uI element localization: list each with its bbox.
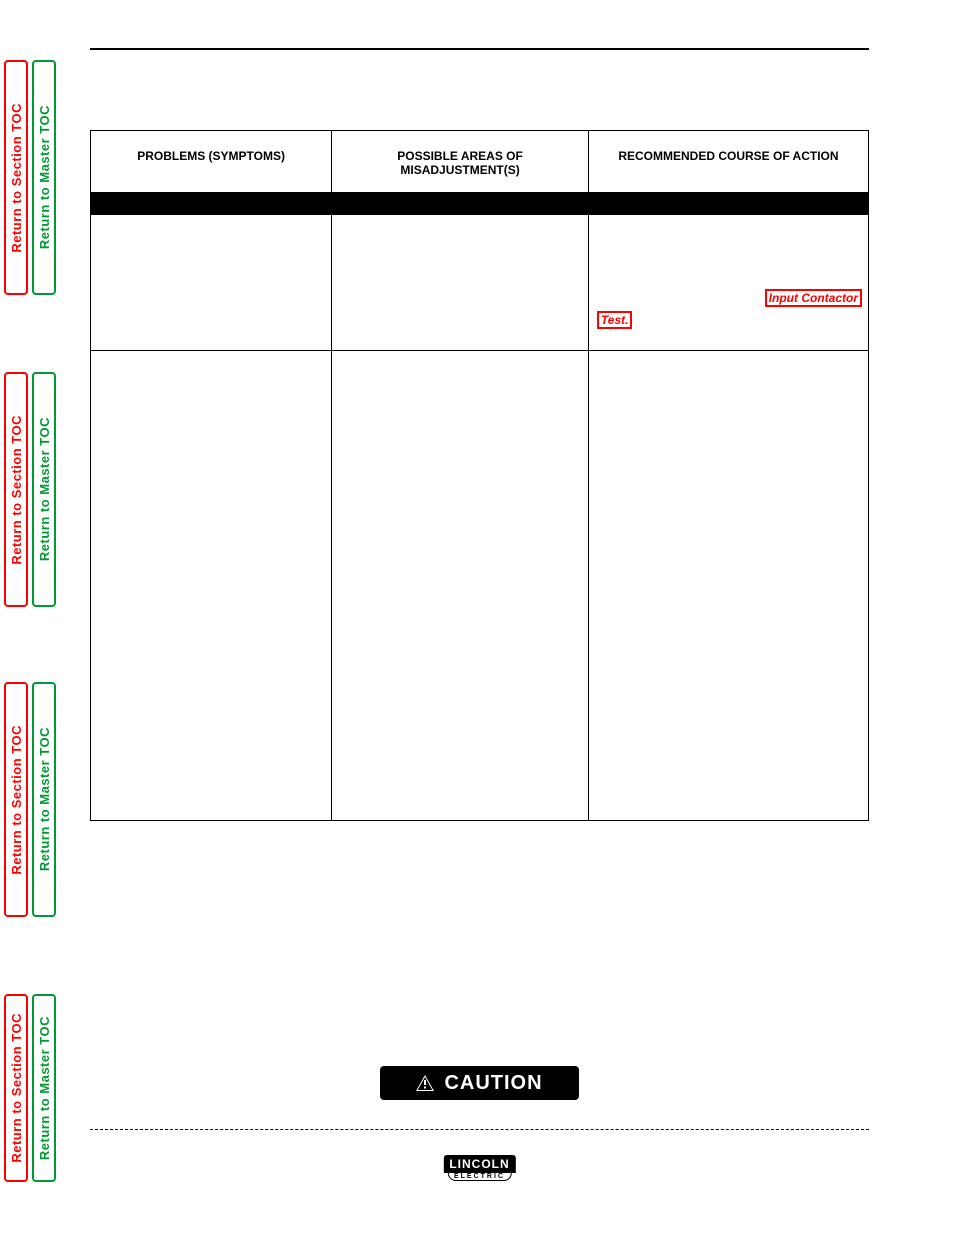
tab-master-3[interactable]: Return to Master TOC (32, 682, 56, 917)
caution-banner-wrap: CAUTION (90, 1066, 869, 1100)
brand-logo: LINCOLN ELECTRIC (443, 1155, 515, 1181)
tab-section-2[interactable]: Return to Section TOC (4, 372, 28, 607)
caution-label: CAUTION (444, 1072, 542, 1095)
header-recommended-label: RECOMMENDED COURSE OF ACTION (618, 149, 838, 163)
table-row: Input Contactor Test. (91, 215, 869, 351)
tab-master-label: Return to Master TOC (37, 417, 52, 561)
tab-section-label: Return to Section TOC (9, 103, 24, 253)
tab-section-label: Return to Section TOC (9, 415, 24, 565)
tab-section-1[interactable]: Return to Section TOC (4, 60, 28, 295)
header-recommended: RECOMMENDED COURSE OF ACTION (588, 131, 868, 193)
caution-banner: CAUTION (380, 1066, 578, 1100)
tab-section-3[interactable]: Return to Section TOC (4, 682, 28, 917)
tab-master-2[interactable]: Return to Master TOC (32, 372, 56, 607)
tab-master-4[interactable]: Return to Master TOC (32, 994, 56, 1182)
table-header-row: PROBLEMS (SYMPTOMS) POSSIBLE AREAS OF MI… (91, 131, 869, 193)
brand-logo-top: LINCOLN (443, 1155, 515, 1173)
category-band (91, 193, 869, 215)
cell-recommended (588, 351, 868, 821)
tab-master-label: Return to Master TOC (37, 727, 52, 871)
cell-recommended: Input Contactor Test. (588, 215, 868, 351)
tab-section-label: Return to Section TOC (9, 725, 24, 875)
tab-master-label: Return to Master TOC (37, 105, 52, 249)
dashed-divider (90, 1129, 869, 1130)
cell-possible (332, 351, 589, 821)
header-possible-label: POSSIBLE AREAS OF MISADJUSTMENT(S) (397, 149, 523, 177)
header-problems-label: PROBLEMS (SYMPTOMS) (137, 149, 285, 163)
category-band-cell (91, 193, 869, 215)
header-problems: PROBLEMS (SYMPTOMS) (91, 131, 332, 193)
table-row (91, 351, 869, 821)
header-possible: POSSIBLE AREAS OF MISADJUSTMENT(S) (332, 131, 589, 193)
brand-logo-bottom: ELECTRIC (447, 1172, 511, 1181)
warning-icon (416, 1075, 434, 1091)
cell-problems (91, 215, 332, 351)
tab-section-4[interactable]: Return to Section TOC (4, 994, 28, 1182)
link-input-contactor[interactable]: Input Contactor (765, 289, 862, 307)
cell-problems (91, 351, 332, 821)
troubleshooting-table: PROBLEMS (SYMPTOMS) POSSIBLE AREAS OF MI… (90, 130, 869, 821)
cell-possible (332, 215, 589, 351)
tab-master-label: Return to Master TOC (37, 1016, 52, 1160)
tab-master-1[interactable]: Return to Master TOC (32, 60, 56, 295)
tab-section-label: Return to Section TOC (9, 1013, 24, 1163)
top-rule (90, 48, 869, 50)
page-root: Return to Section TOC Return to Master T… (0, 0, 954, 1235)
link-test[interactable]: Test. (597, 311, 633, 329)
content-area: PROBLEMS (SYMPTOMS) POSSIBLE AREAS OF MI… (90, 20, 869, 1195)
